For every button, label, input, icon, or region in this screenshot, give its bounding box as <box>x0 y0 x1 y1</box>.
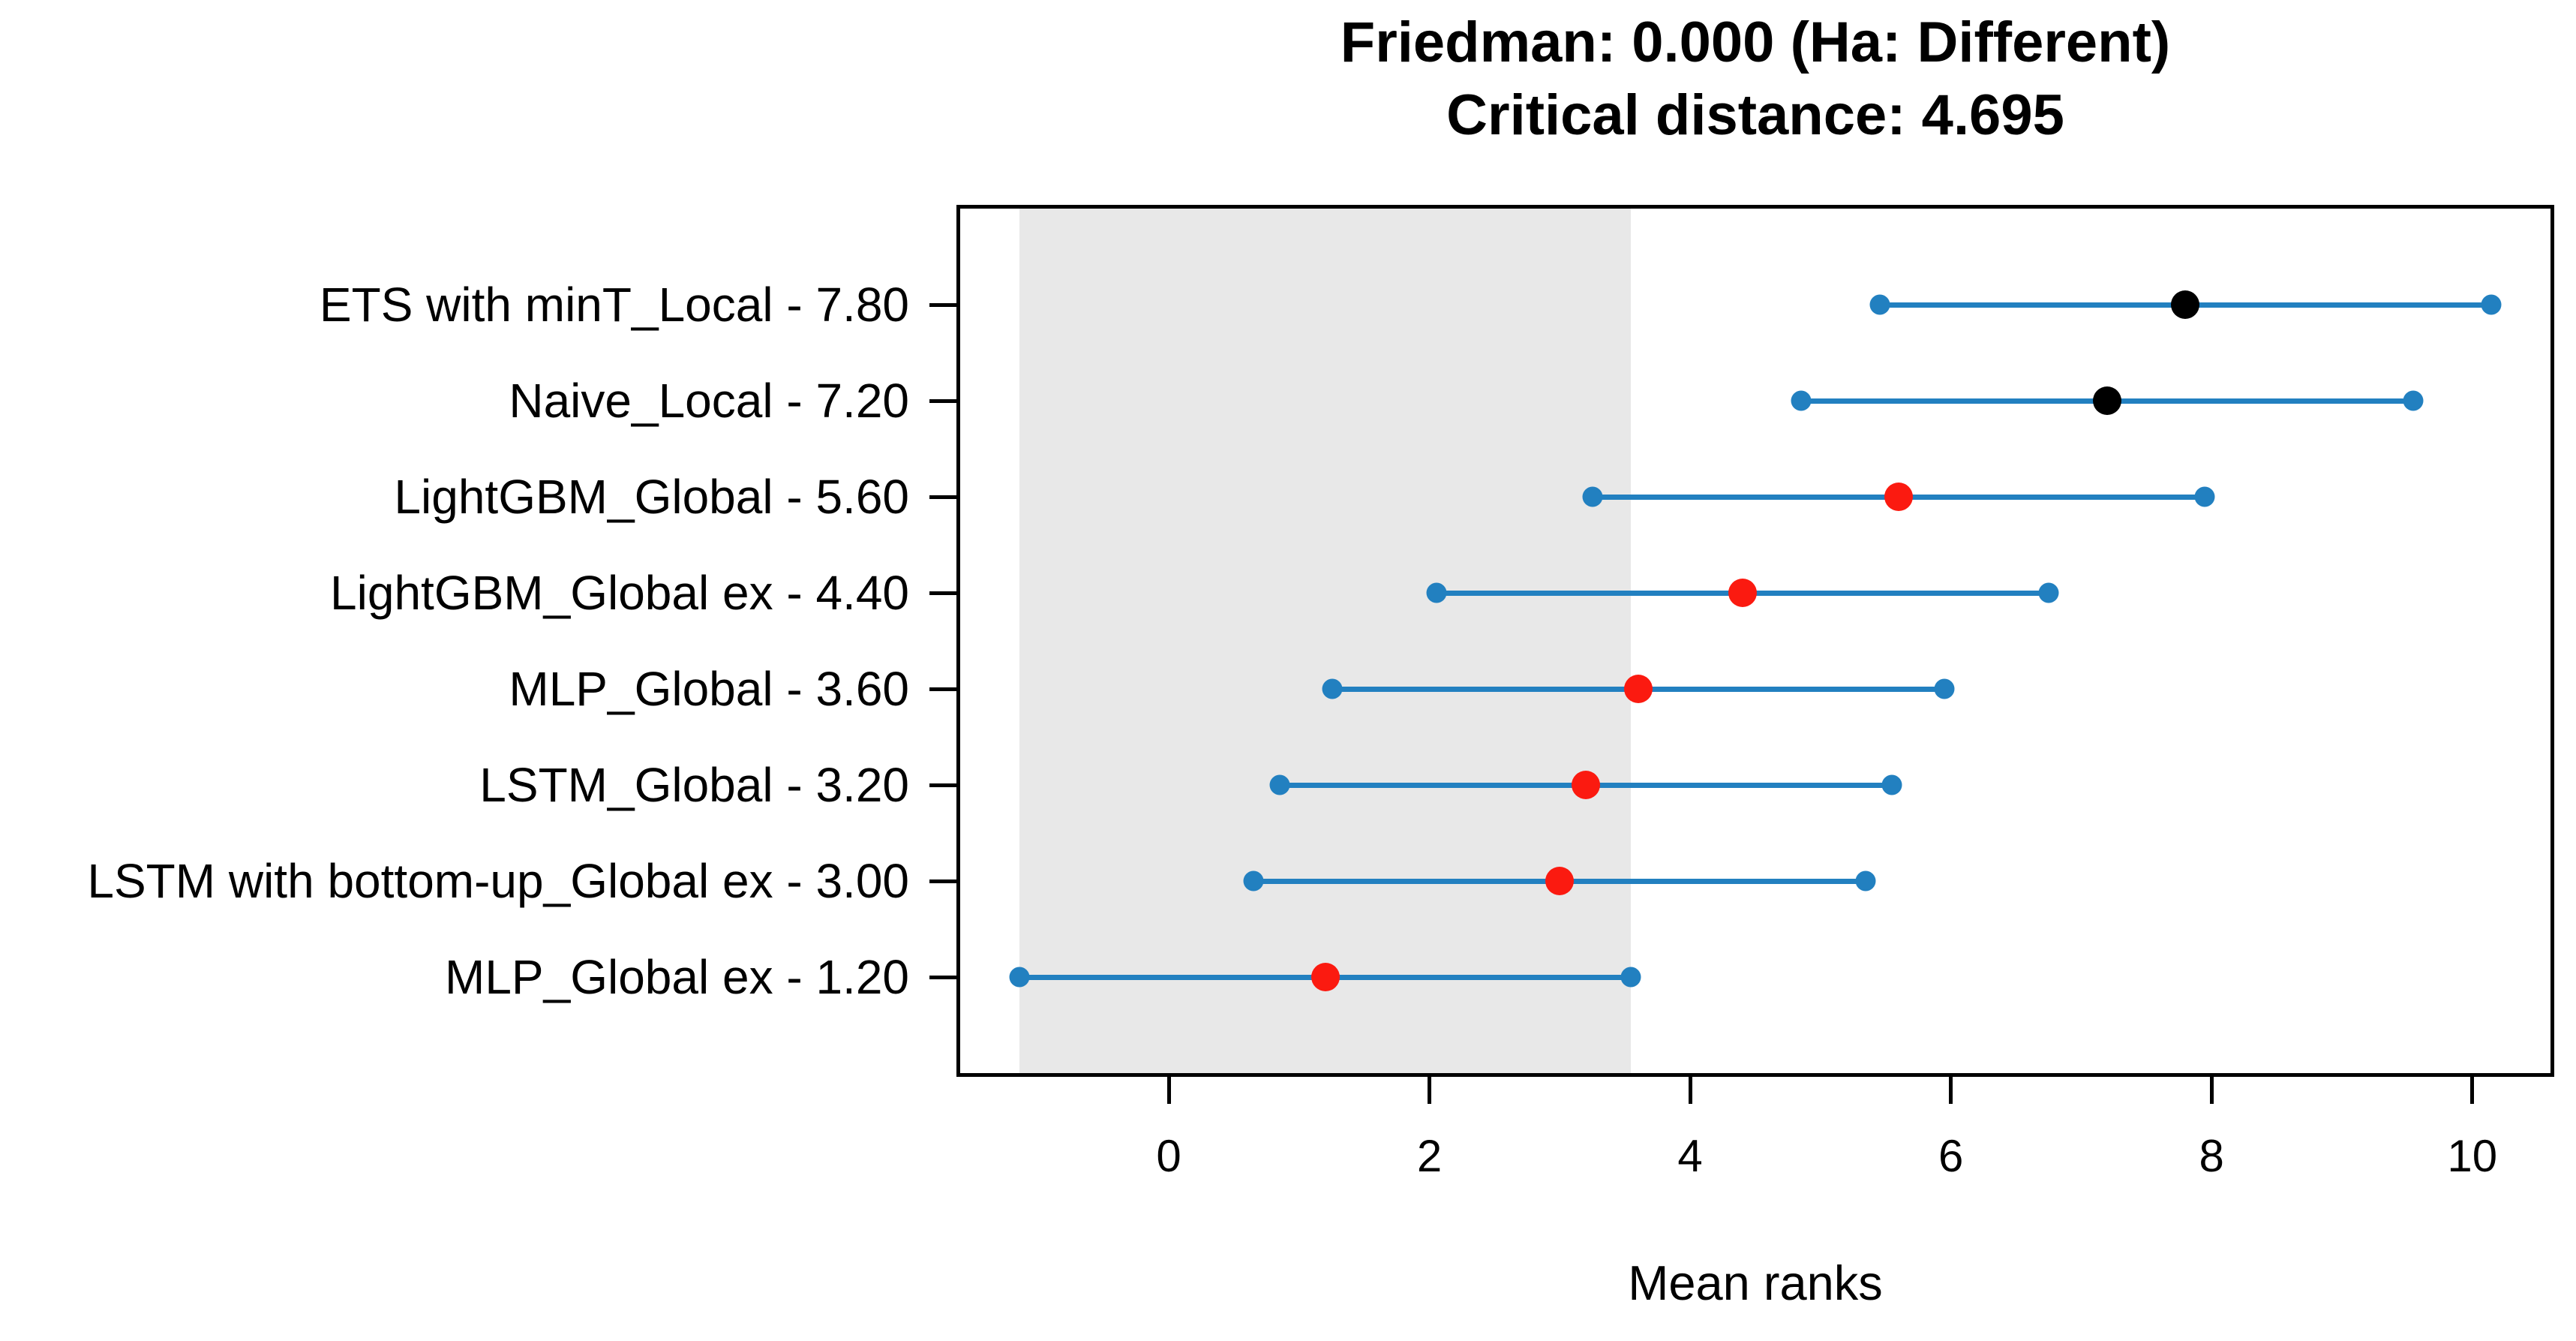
row-label: Naive_Local - 7.20 <box>509 374 909 428</box>
x-tick <box>1166 1077 1171 1104</box>
interval-endpoint-dot <box>1869 294 1890 315</box>
chart-title: Friedman: 0.000 (Ha: Different) Critical… <box>960 6 2550 152</box>
y-tick <box>929 302 956 307</box>
row-label: MLP_Global - 3.60 <box>509 662 909 716</box>
plot-canvas <box>960 209 2550 1073</box>
x-tick <box>1428 1077 1432 1104</box>
x-tick <box>1688 1077 1692 1104</box>
interval-endpoint-dot <box>1426 582 1447 603</box>
x-tick <box>1949 1077 1953 1104</box>
row-label: LSTM with bottom-up_Global ex - 3.00 <box>87 854 909 908</box>
interval-endpoint-dot <box>2194 486 2215 507</box>
x-tick-label: 0 <box>1156 1131 1181 1181</box>
y-tick <box>929 975 956 979</box>
mean-rank-dot <box>1623 675 1653 703</box>
mean-rank-dot <box>2093 386 2122 415</box>
x-tick-label: 8 <box>2199 1131 2224 1181</box>
mean-rank-dot <box>1545 867 1575 895</box>
x-tick <box>2209 1077 2214 1104</box>
mean-rank-dot <box>1884 483 1914 511</box>
plot-area <box>956 205 2554 1077</box>
y-tick <box>929 783 956 787</box>
y-tick <box>929 687 956 691</box>
mean-rank-dot <box>1728 579 1757 607</box>
interval-endpoint-dot <box>1243 870 1264 891</box>
interval-endpoint-dot <box>1934 678 1955 699</box>
x-tick-label: 6 <box>1938 1131 1964 1181</box>
row-label: ETS with minT_Local - 7.80 <box>319 278 909 332</box>
x-tick-label: 4 <box>1677 1131 1703 1181</box>
interval-endpoint-dot <box>1881 774 1902 795</box>
y-tick <box>929 591 956 595</box>
y-tick <box>929 398 956 403</box>
row-label: MLP_Global ex - 1.20 <box>445 950 909 1004</box>
mean-rank-dot <box>1311 963 1340 991</box>
interval-endpoint-dot <box>1791 390 1812 411</box>
mean-rank-dot <box>1572 771 1601 799</box>
y-tick <box>929 879 956 883</box>
interval-endpoint-dot <box>2038 582 2059 603</box>
x-tick <box>2470 1077 2475 1104</box>
interval-endpoint-dot <box>2403 390 2424 411</box>
y-axis-labels: ETS with minT_Local - 7.80 Naive_Local - … <box>0 209 909 1073</box>
interval-endpoint-dot <box>1009 967 1030 988</box>
row-label: LightGBM_Global - 5.60 <box>394 470 909 524</box>
x-axis-title: Mean ranks <box>1628 1255 1883 1310</box>
interval-endpoint-dot <box>1582 486 1603 507</box>
x-tick-label: 10 <box>2447 1131 2498 1181</box>
interval-endpoint-dot <box>1855 870 1876 891</box>
row-label: LSTM_Global - 3.20 <box>479 758 909 812</box>
interval-endpoint-dot <box>1322 678 1343 699</box>
interval-endpoint-dot <box>1269 774 1290 795</box>
x-tick-label: 2 <box>1416 1131 1443 1181</box>
critical-distance-shaded-region <box>1019 209 1632 1073</box>
chart-title-line2: Critical distance: 4.695 <box>1446 83 2064 147</box>
row-label: LightGBM_Global ex - 4.40 <box>330 566 909 620</box>
y-tick <box>929 495 956 499</box>
chart-title-line1: Friedman: 0.000 (Ha: Different) <box>1340 11 2171 74</box>
interval-endpoint-dot <box>2481 294 2502 315</box>
interval-endpoint-dot <box>1620 967 1641 988</box>
mean-rank-dot <box>2171 290 2200 319</box>
